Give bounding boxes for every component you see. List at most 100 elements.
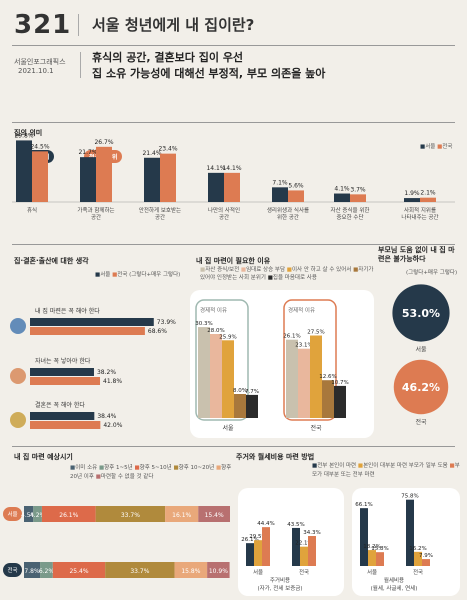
fund-bar-0-1-2 xyxy=(308,535,316,566)
value-label-nation-5: 3.7% xyxy=(350,186,366,193)
segment-value-1-0: 7.8% xyxy=(24,568,40,575)
reason-legend-4: 집을 마음대로 사용 xyxy=(272,275,317,281)
bar-seoul-2 xyxy=(144,157,160,202)
segment-0-3 xyxy=(95,506,166,522)
fund-legend-1: 본인이 대부분 마련 부모가 일부 도움 xyxy=(363,463,448,469)
bar-seoul-3 xyxy=(208,172,224,202)
tl-legend-3: 향후 10~20년 xyxy=(178,465,215,471)
value-label-seoul-2: 21.4% xyxy=(142,150,161,157)
reason-bar-1-4 xyxy=(334,385,346,418)
segment-value-1-2: 25.4% xyxy=(69,568,88,575)
segment-0-1 xyxy=(33,506,42,522)
section2-rule xyxy=(12,244,455,245)
fund-bar-1-0-2 xyxy=(376,552,384,566)
fund-value-1-1-2: 7.9% xyxy=(419,553,433,559)
reason-bar-1-1 xyxy=(298,348,310,418)
segment-value-1-3: 33.7% xyxy=(130,568,149,575)
fund-value-0-0-1: 29.5% xyxy=(249,534,266,540)
bar-nation-4 xyxy=(288,190,304,202)
infographic-number: 321 xyxy=(14,10,72,40)
fund-value-1-1-0: 75.8% xyxy=(401,494,418,500)
fund-group-1: 월세비용 xyxy=(384,576,404,584)
pct-label-1: 전국 xyxy=(415,418,427,426)
fund-value-0-0-2: 44.4% xyxy=(257,521,274,527)
economic-label-1: 경제적 이유 xyxy=(288,306,315,314)
row-label-1: 전국 xyxy=(7,566,17,574)
bar-seoul-1 xyxy=(30,368,94,376)
category-label-6-1: 나타내주는 공간 xyxy=(401,213,438,221)
fund-cat-0-1: 전국 xyxy=(299,568,309,576)
value-label-nation-2: 23.4% xyxy=(158,146,177,153)
reason-bar-0-2 xyxy=(222,340,234,418)
segment-value-1-5: 10.9% xyxy=(209,568,228,575)
economic-frame-1 xyxy=(283,299,337,421)
segment-1-3 xyxy=(105,562,175,578)
legend-nation: 전국 xyxy=(442,144,453,150)
fund-cat-1-0: 서울 xyxy=(367,568,377,576)
value-label-seoul-0: 29.8% xyxy=(14,132,33,139)
segment-value-0-3: 33.7% xyxy=(121,512,140,519)
fund-legend-2: 부모가 대부분 또는 전부 마련 xyxy=(312,463,460,478)
legend2-seoul: 서울 xyxy=(100,272,111,278)
group-label-1: 전국 xyxy=(310,424,322,432)
fund-value-1-0-1: 18.2% xyxy=(363,544,380,550)
reason-value-0-3: 8.0% xyxy=(233,388,247,394)
segment-1-1 xyxy=(40,562,53,578)
header-divider xyxy=(78,14,79,36)
economic-frame-0 xyxy=(195,299,249,421)
reason-legend-2: 이사 안 하고 살 수 있어서 xyxy=(292,267,352,273)
date-label: 2021.10.1 xyxy=(18,67,54,75)
fund-value-1-1-1: 16.2% xyxy=(409,546,426,552)
bar-nation-6 xyxy=(420,197,436,202)
legend-seoul: 서울 xyxy=(425,144,436,150)
reason-bar-1-3 xyxy=(322,380,334,418)
fund-value-1-0-0: 66.1% xyxy=(355,502,372,508)
reason-value-0-4: 7.7% xyxy=(245,389,259,395)
value-label-nation-1: 26.7% xyxy=(94,139,113,146)
fund-group-sub-0: (자가, 전세 보증금) xyxy=(258,584,303,592)
legend2-nation: 전국 xyxy=(117,272,128,278)
value-label-seoul-0: 73.9% xyxy=(157,319,176,326)
section1-rule xyxy=(12,122,455,123)
segment-1-4 xyxy=(174,562,208,578)
section1-title: 집의 의미 xyxy=(14,129,43,137)
statement-label-1: 자녀는 꼭 낳아야 한다 xyxy=(35,357,91,365)
subtitle-line-1: 휴식의 공간, 결혼보다 집이 우선 xyxy=(92,51,244,64)
reason-bar-0-0 xyxy=(198,327,210,418)
segment-0-4 xyxy=(165,506,199,522)
fund-bar-0-0-0 xyxy=(246,543,254,566)
bar-seoul-5 xyxy=(334,193,350,202)
reason-bar-0-1 xyxy=(210,334,222,418)
value-label-seoul-1: 21.7% xyxy=(78,149,97,156)
source-label: 서울인포그래픽스 xyxy=(14,58,66,66)
bar-seoul-6 xyxy=(404,198,420,202)
section2a-title: 집·결혼·출산에 대한 생각 xyxy=(14,257,89,265)
bar-nation-2 xyxy=(30,421,101,429)
bar-seoul-2 xyxy=(30,412,95,420)
legend2-hint: (그렇다+매우 그렇다) xyxy=(129,272,181,278)
fund-bar-1-0-1 xyxy=(368,550,376,566)
reason-value-1-2: 27.5% xyxy=(307,330,324,336)
value-label-nation-3: 14.1% xyxy=(222,165,241,172)
fund-cat-1-1: 전국 xyxy=(413,568,423,576)
pct-label-0: 서울 xyxy=(415,346,427,354)
pct-value-1: 46.2% xyxy=(402,381,440,394)
value-label-nation-6: 2.1% xyxy=(420,190,436,197)
fund-bar-0-0-1 xyxy=(254,540,262,566)
funding-legend: ■전부 본인이 마련 ■본인이 대부분 마련 부모가 일부 도움 ■부모가 대부… xyxy=(312,463,460,478)
subtitle-line-2: 집 소유 가능성에 대해선 부정적, 부모 의존을 높아 xyxy=(92,67,326,80)
row-label-0: 서울 xyxy=(7,510,17,518)
fund-bar-1-0-0 xyxy=(360,508,368,566)
segment-0-5 xyxy=(198,506,230,522)
reason-value-0-0: 30.3% xyxy=(195,321,212,327)
reason-value-1-0: 26.1% xyxy=(283,334,300,340)
segment-0-0 xyxy=(24,506,34,522)
legend-seoul-nation: ■서울 ■전국 xyxy=(420,144,453,150)
fund-value-0-0-0: 26.1% xyxy=(241,537,258,543)
segment-1-0 xyxy=(24,562,41,578)
value-label-seoul-2: 38.4% xyxy=(97,413,116,420)
pct-circle-1 xyxy=(393,359,449,415)
section2c-hint: (그렇다+매우 그렇다) xyxy=(406,270,458,276)
category-label-0-0: 휴식 xyxy=(27,206,37,214)
category-label-1-1: 공간 xyxy=(91,213,101,221)
